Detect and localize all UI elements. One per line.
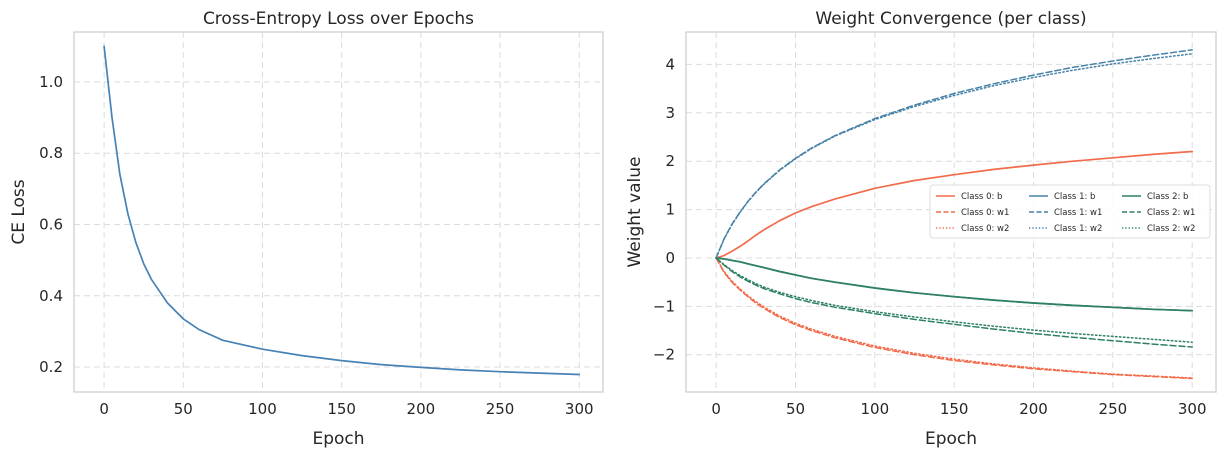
weight-xtick-label: 0	[711, 400, 721, 418]
weight-y-axis-label: Weight value	[625, 156, 645, 267]
weight-xtick-label: 300	[1178, 400, 1207, 418]
loss-xtick-label: 150	[327, 400, 356, 418]
loss-xtick-label: 200	[407, 400, 436, 418]
weight-chart-title: Weight Convergence (per class)	[815, 9, 1086, 29]
weight-ytick-label: −1	[653, 297, 675, 315]
legend-label: Class 2: w2	[1147, 224, 1195, 234]
weight-ytick-label: 0	[665, 249, 675, 267]
weight-series-line-6	[715, 257, 1194, 312]
loss-series	[103, 45, 581, 376]
weight-chart: 0 50 100 150 200 250 300 −2 −1 0 1 2 3 4 Weight Conver…	[625, 9, 1217, 449]
weight-ytick-label: 3	[665, 104, 675, 122]
weight-ytick-label: −2	[653, 346, 675, 364]
loss-y-axis-label: CE Loss	[9, 179, 29, 244]
loss-axes-frame	[73, 31, 604, 393]
weight-series-line-0	[715, 150, 1194, 259]
weight-x-axis-label: Epoch	[925, 429, 977, 449]
loss-xtick-label: 50	[174, 400, 193, 418]
legend-label: Class 1: b	[1054, 192, 1095, 202]
weight-series-line-2	[715, 257, 1193, 379]
legend-label: Class 2: w1	[1147, 208, 1195, 218]
loss-xtick-label: 250	[486, 400, 515, 418]
weight-ytick-label: 1	[665, 201, 675, 219]
loss-xtick-label: 0	[99, 400, 109, 418]
weight-series-line-8	[715, 257, 1193, 343]
loss-x-axis-label: Epoch	[312, 429, 364, 449]
legend-label: Class 1: w1	[1054, 208, 1102, 218]
weight-xtick-label: 150	[940, 400, 969, 418]
weight-axes-frame	[685, 31, 1217, 393]
legend-label: Class 0: b	[961, 192, 1002, 202]
loss-chart: 0 50 100 150 200 250 300 0.2 0.4 0.6 0.8 1.0 Cross-E…	[9, 9, 604, 449]
loss-series-line-0	[103, 45, 581, 376]
weight-series-line-7	[715, 257, 1193, 348]
legend-label: Class 1: w2	[1054, 224, 1102, 234]
loss-ytick-label: 0.8	[39, 144, 63, 162]
loss-chart-title: Cross-Entropy Loss over Epochs	[203, 9, 474, 29]
weight-xtick-label: 50	[786, 400, 805, 418]
weight-xtick-label: 100	[861, 400, 890, 418]
legend-label: Class 2: b	[1147, 192, 1188, 202]
loss-ytick-label: 0.2	[39, 358, 63, 376]
loss-ytick-label: 0.4	[39, 287, 63, 305]
legend-box	[929, 184, 1211, 239]
legend-label: Class 0: w1	[961, 208, 1009, 218]
loss-ytick-label: 1.0	[39, 73, 63, 91]
weight-ytick-label: 2	[665, 152, 675, 170]
weight-xtick-label: 250	[1099, 400, 1128, 418]
weight-series	[715, 49, 1194, 380]
loss-xtick-label: 300	[565, 400, 594, 418]
loss-ytick-label: 0.6	[39, 215, 63, 233]
weight-legend: Class 0: b Class 0: w1 Class 0: w2 Class 1:…	[929, 184, 1211, 239]
legend-label: Class 0: w2	[961, 224, 1009, 234]
weight-ytick-label: 4	[665, 55, 675, 73]
weight-xtick-label: 200	[1019, 400, 1048, 418]
weight-series-line-5	[715, 53, 1193, 259]
loss-xtick-label: 100	[248, 400, 277, 418]
